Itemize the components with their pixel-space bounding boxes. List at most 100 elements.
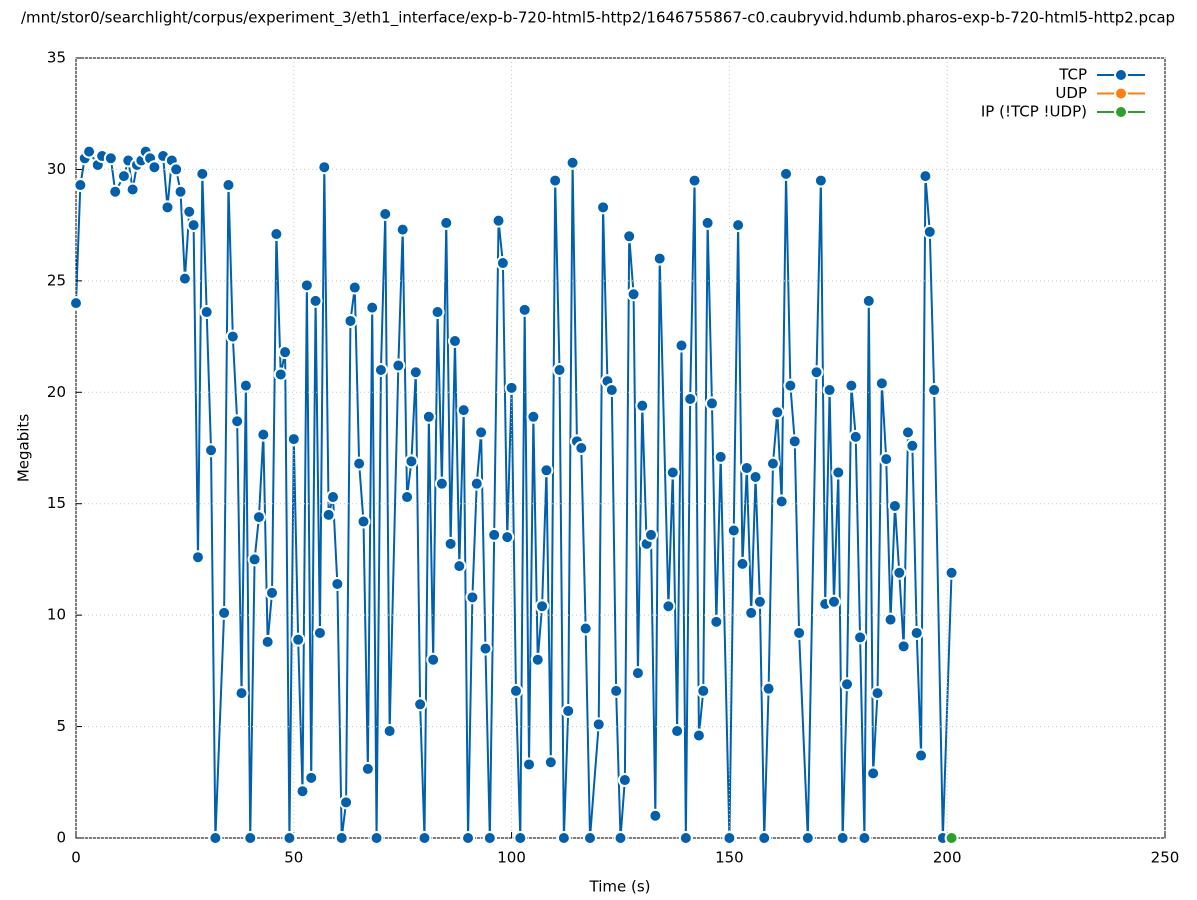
- x-axis-label: Time (s): [589, 878, 651, 896]
- data-point: [199, 305, 214, 320]
- data-point: [731, 218, 746, 233]
- data-point: [487, 527, 502, 542]
- plot-area: [76, 149, 953, 838]
- data-point: [722, 831, 737, 845]
- data-point: [103, 151, 118, 166]
- data-point: [670, 724, 685, 739]
- data-point: [116, 169, 131, 184]
- data-point: [783, 378, 798, 393]
- data-point: [304, 770, 319, 785]
- data-point: [826, 594, 841, 609]
- data-point: [447, 334, 462, 349]
- data-point: [635, 398, 650, 413]
- data-point: [822, 383, 837, 398]
- data-point: [661, 599, 676, 614]
- data-point: [269, 227, 284, 242]
- y-tick-label: 15: [47, 494, 66, 512]
- legend-marker: [1114, 86, 1128, 101]
- data-point: [278, 345, 293, 360]
- data-point: [365, 300, 380, 315]
- data-point: [286, 432, 301, 447]
- data-point: [744, 605, 759, 620]
- data-point: [887, 498, 902, 513]
- data-point: [373, 363, 388, 377]
- data-point: [334, 831, 349, 845]
- data-point: [774, 494, 789, 509]
- data-point: [282, 831, 297, 845]
- y-tick-label: 10: [47, 606, 66, 624]
- data-point: [574, 441, 589, 455]
- data-point: [879, 452, 894, 467]
- data-point: [508, 683, 523, 698]
- data-point: [186, 218, 201, 233]
- data-point: [404, 454, 419, 469]
- data-point: [347, 280, 362, 295]
- data-point: [556, 831, 571, 845]
- data-point: [840, 677, 855, 692]
- data-point: [500, 530, 515, 545]
- data-point: [421, 409, 436, 424]
- data-point: [726, 523, 741, 538]
- data-point: [417, 831, 432, 845]
- data-point: [526, 409, 541, 424]
- data-point: [652, 251, 667, 266]
- data-point: [900, 425, 915, 440]
- data-point: [465, 590, 480, 605]
- data-point: [173, 184, 188, 199]
- data-point: [108, 184, 123, 199]
- data-point: [378, 207, 393, 221]
- data-point: [330, 576, 345, 591]
- data-point: [360, 761, 375, 776]
- y-tick-label: 20: [47, 383, 66, 401]
- data-point: [504, 380, 519, 395]
- data-point: [643, 527, 658, 542]
- data-point: [530, 652, 545, 667]
- data-point: [195, 166, 210, 181]
- series-line: [76, 149, 953, 838]
- plot-frame: [75, 57, 1166, 839]
- data-point: [291, 632, 306, 647]
- x-tick-label: 100: [497, 849, 526, 867]
- data-point: [204, 443, 219, 458]
- data-point: [265, 585, 280, 600]
- data-point: [779, 166, 794, 181]
- data-point: [308, 293, 323, 308]
- data-point: [596, 200, 611, 215]
- legend-marker: [1114, 105, 1128, 119]
- data-point: [82, 144, 97, 159]
- y-tick-label: 30: [47, 160, 66, 178]
- data-point: [848, 429, 863, 444]
- data-point: [260, 634, 275, 649]
- data-point: [273, 367, 288, 382]
- data-point: [190, 550, 205, 565]
- data-point: [125, 182, 140, 197]
- data-point: [513, 831, 528, 845]
- data-point: [853, 630, 868, 645]
- data-point: [395, 222, 410, 237]
- data-point: [591, 717, 606, 732]
- x-tick-label: 150: [715, 849, 744, 867]
- data-point: [234, 686, 249, 701]
- data-point: [160, 200, 175, 215]
- data-point: [909, 625, 924, 640]
- data-point: [426, 652, 441, 667]
- data-point: [251, 510, 266, 525]
- data-point: [678, 831, 693, 845]
- data-point: [147, 160, 162, 175]
- data-point: [927, 383, 942, 398]
- data-point: [944, 565, 959, 580]
- data-point: [343, 313, 358, 328]
- data-point: [434, 476, 449, 491]
- data-point: [813, 173, 828, 188]
- data-point: [535, 599, 550, 614]
- data-point: [225, 329, 240, 344]
- data-point: [835, 831, 850, 845]
- data-point: [208, 831, 223, 845]
- data-point: [674, 338, 689, 353]
- data-point: [922, 224, 937, 239]
- x-tick-label: 200: [933, 849, 962, 867]
- data-point: [735, 556, 750, 571]
- data-point: [630, 666, 645, 681]
- data-point: [439, 215, 454, 230]
- data-point: [896, 639, 911, 654]
